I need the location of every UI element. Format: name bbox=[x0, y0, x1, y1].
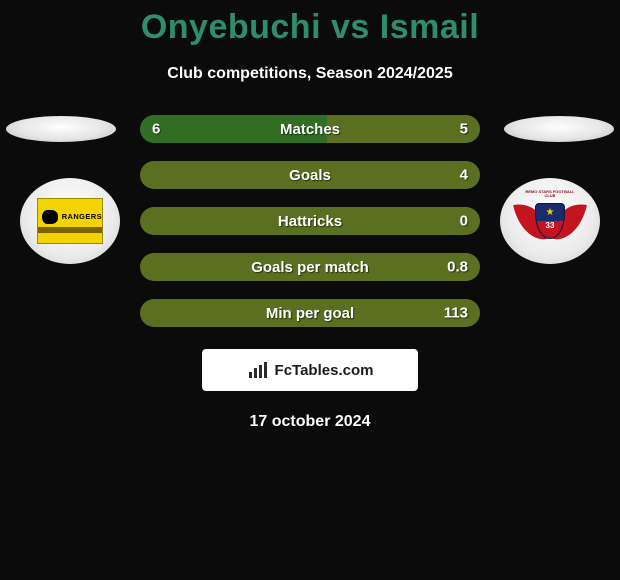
stat-value-right: 113 bbox=[444, 305, 468, 322]
stat-bar-mpg: Min per goal 113 bbox=[140, 299, 480, 327]
stat-label: Matches bbox=[280, 121, 340, 138]
player-right-name: Ismail bbox=[380, 8, 479, 46]
page-title: Onyebuchi vs Ismail bbox=[0, 8, 620, 47]
stat-bar-matches: 6 Matches 5 bbox=[140, 115, 480, 143]
stat-row: Min per goal 113 bbox=[0, 299, 620, 327]
stat-row: RANGERS REMO STARS FOOTBALL CLUB ★ 33 bbox=[0, 207, 620, 235]
rangers-logo-top: RANGERS bbox=[38, 210, 102, 224]
bar-fill-right bbox=[327, 115, 480, 143]
rangers-logo-bar bbox=[38, 227, 102, 233]
comparison-card: Onyebuchi vs Ismail Club competitions, S… bbox=[0, 0, 620, 580]
stats-section: 6 Matches 5 Goals 4 RANGERS bbox=[0, 115, 620, 327]
stat-bar-goals: Goals 4 bbox=[140, 161, 480, 189]
stat-label: Goals per match bbox=[251, 259, 369, 276]
country-flag-right bbox=[504, 116, 614, 142]
attribution-badge[interactable]: FcTables.com bbox=[202, 349, 418, 391]
stat-value-right: 0 bbox=[460, 213, 468, 230]
stat-value-right: 5 bbox=[460, 121, 468, 138]
stat-label: Hattricks bbox=[278, 213, 342, 230]
club-badge-left: RANGERS bbox=[20, 178, 120, 264]
player-left-name: Onyebuchi bbox=[141, 8, 321, 46]
date-text: 17 october 2024 bbox=[0, 413, 620, 431]
attribution-text: FcTables.com bbox=[275, 362, 374, 379]
stat-row: Goals per match 0.8 bbox=[0, 253, 620, 281]
panther-icon bbox=[42, 210, 58, 224]
remo-stars-logo: REMO STARS FOOTBALL CLUB ★ 33 bbox=[521, 192, 579, 250]
subtitle: Club competitions, Season 2024/2025 bbox=[0, 65, 620, 83]
stat-bar-hattricks: Hattricks 0 bbox=[140, 207, 480, 235]
stat-row: 6 Matches 5 bbox=[0, 115, 620, 143]
stat-label: Min per goal bbox=[266, 305, 354, 322]
stat-bar-gpm: Goals per match 0.8 bbox=[140, 253, 480, 281]
country-flag-left bbox=[6, 116, 116, 142]
stat-value-right: 0.8 bbox=[447, 259, 468, 276]
rangers-logo: RANGERS bbox=[37, 198, 103, 244]
bar-chart-icon bbox=[247, 362, 269, 378]
rangers-logo-text: RANGERS bbox=[62, 212, 102, 221]
club-badge-right: REMO STARS FOOTBALL CLUB ★ 33 bbox=[500, 178, 600, 264]
stat-value-left: 6 bbox=[152, 121, 160, 138]
remo-logo-title: REMO STARS FOOTBALL CLUB bbox=[523, 190, 577, 198]
vs-text: vs bbox=[331, 8, 370, 46]
remo-shield-number: 33 bbox=[546, 221, 555, 230]
stat-label: Goals bbox=[289, 167, 331, 184]
star-icon: ★ bbox=[546, 207, 555, 218]
stat-value-right: 4 bbox=[460, 167, 468, 184]
